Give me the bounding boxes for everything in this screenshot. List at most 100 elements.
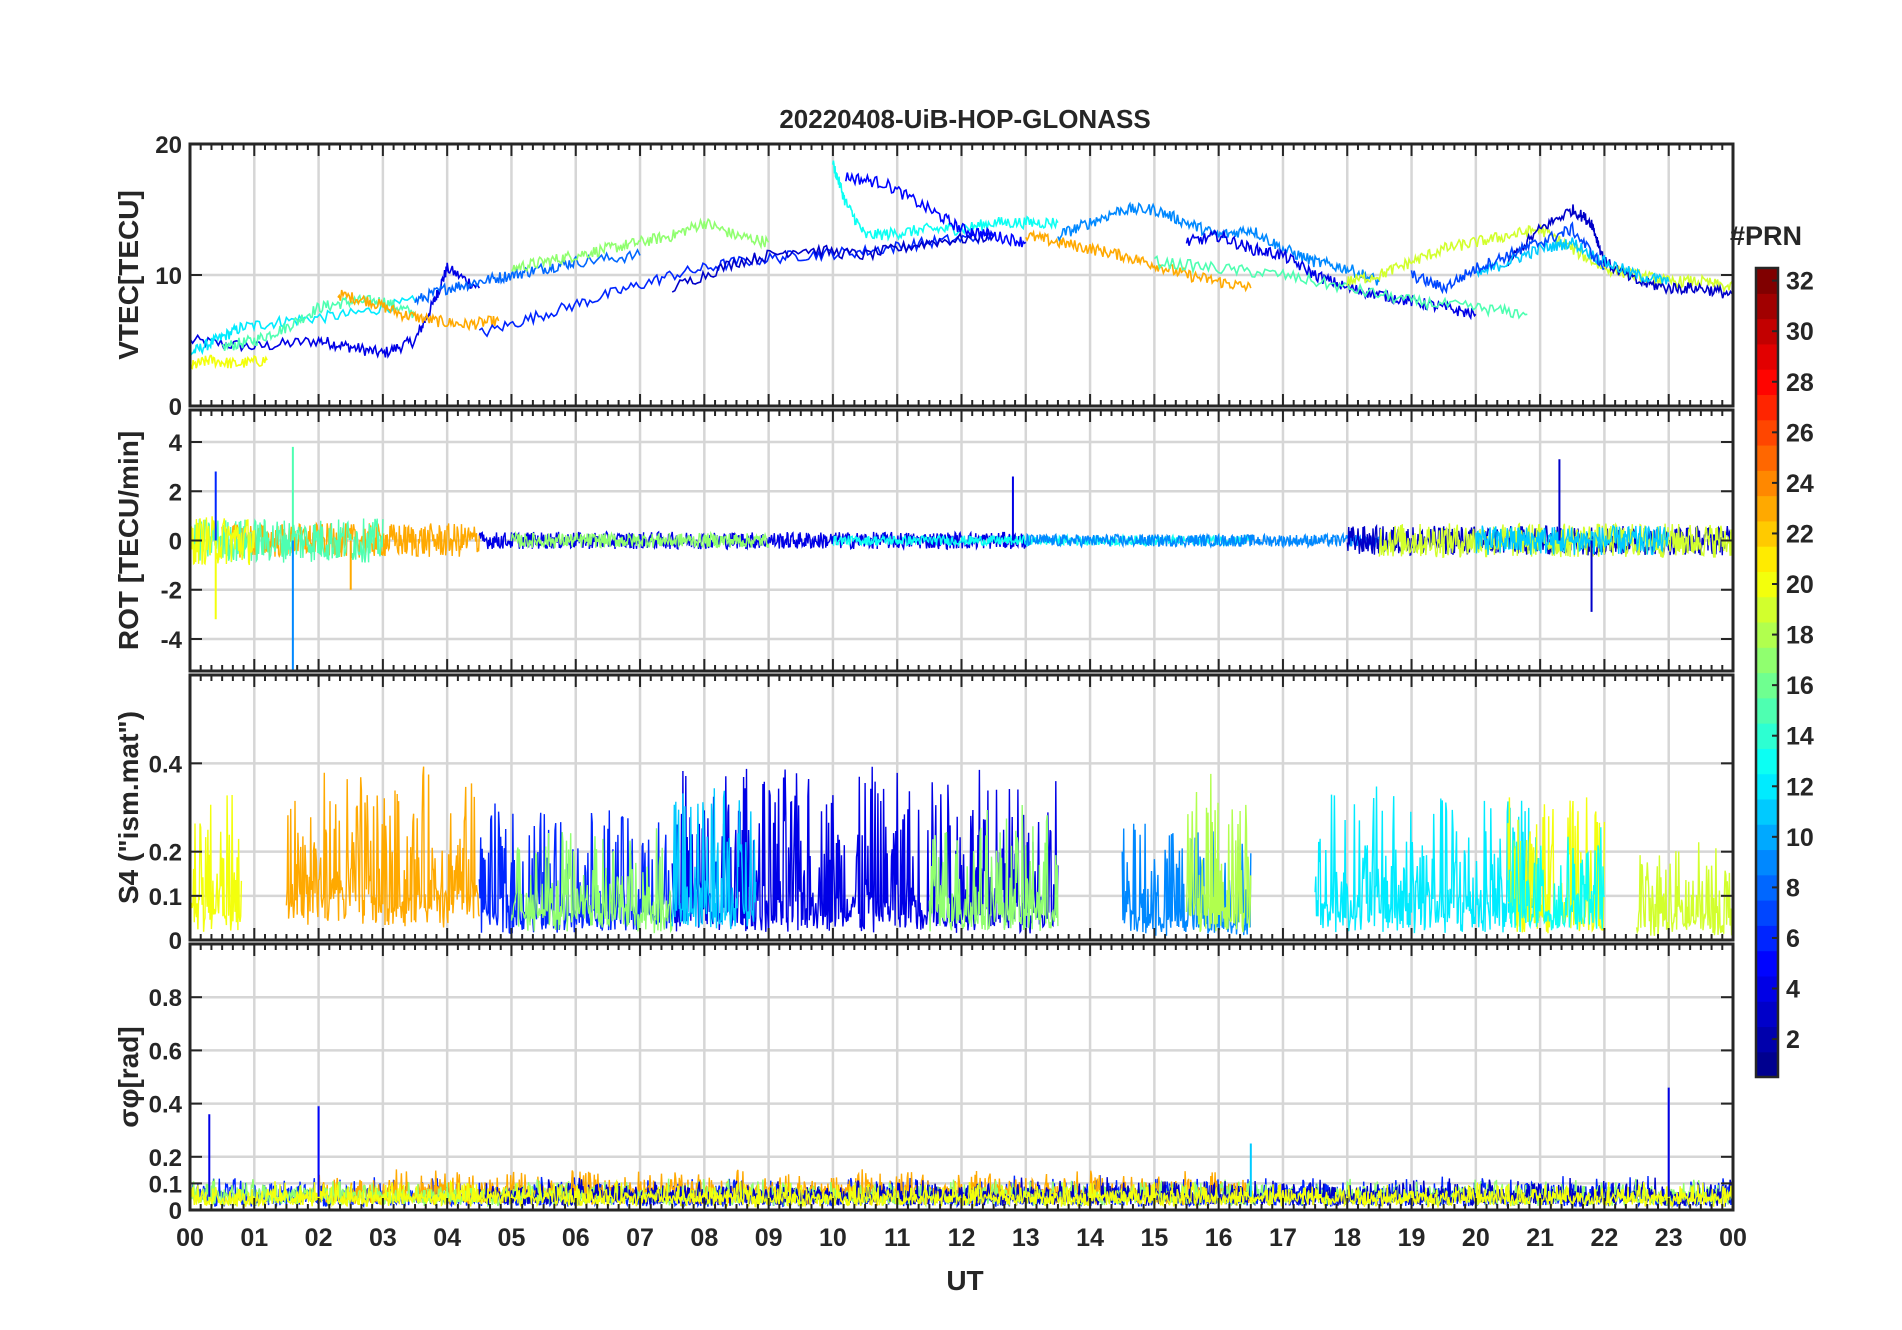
x-tick-label: 10 — [819, 1224, 847, 1252]
series-group-s4 — [190, 766, 1733, 936]
noise-trace-prn-18 — [1185, 773, 1252, 933]
colorbar-tick-label: 28 — [1786, 369, 1814, 397]
colorbar-tick-label: 12 — [1786, 773, 1814, 801]
colorbar-tick-label: 10 — [1786, 824, 1814, 852]
noise-trace-prn-11 — [671, 788, 757, 930]
colorbar-segment — [1756, 520, 1778, 547]
x-tick-label: 22 — [1591, 1224, 1619, 1252]
colorbar-segment — [1756, 268, 1778, 294]
x-tick-label: 02 — [305, 1224, 333, 1252]
noise-trace-prn-19 — [1378, 522, 1733, 559]
noise-trace-prn-13 — [1507, 827, 1606, 933]
series-line-prn-3 — [1507, 204, 1733, 299]
x-tick-label: 14 — [1076, 1224, 1104, 1252]
y-tick-label: 0.1 — [149, 1171, 182, 1198]
colorbar-segment — [1756, 748, 1778, 775]
y-tick-label: 0.1 — [149, 884, 182, 911]
colorbar-tick-label: 26 — [1786, 419, 1814, 447]
colorbar-segment — [1756, 647, 1778, 674]
y-tick-label: 0 — [169, 928, 182, 955]
colorbar-tick-label: 4 — [1786, 976, 1800, 1004]
colorbar-segment — [1756, 343, 1778, 370]
colorbar-tick-label: 32 — [1786, 268, 1814, 296]
y-axis-label-sigma_phi: σφ[rad] — [113, 1026, 144, 1127]
x-tick-label: 18 — [1333, 1224, 1361, 1252]
x-tick-label: 06 — [562, 1224, 590, 1252]
colorbar-tick-label: 24 — [1786, 470, 1814, 498]
x-tick-label: 09 — [755, 1224, 783, 1252]
colorbar-segment — [1756, 925, 1778, 952]
colorbar-segment — [1756, 950, 1778, 977]
series-line-prn-17 — [510, 217, 770, 273]
colorbar-tick-label: 22 — [1786, 520, 1814, 548]
y-axis-label-vtec: VTEC[TECU] — [113, 190, 144, 360]
x-tick-label: 05 — [498, 1224, 526, 1252]
colorbar-segment — [1756, 1001, 1778, 1028]
series-line-prn-20 — [190, 354, 268, 370]
colorbar-segment — [1756, 470, 1778, 497]
y-tick-label: 0.8 — [149, 985, 182, 1012]
colorbar-segment — [1756, 293, 1778, 320]
noise-trace-prn-11 — [1475, 524, 1670, 556]
colorbar-segment — [1756, 723, 1778, 749]
colorbar-segment — [1756, 697, 1778, 724]
series-line-prn-11 — [1475, 237, 1670, 285]
colorbar-segment — [1756, 824, 1778, 851]
y-tick-label: 0.6 — [149, 1038, 182, 1065]
colorbar-tick-label: 30 — [1786, 318, 1814, 346]
colorbar-title: #PRN — [1730, 221, 1802, 251]
colorbar-segment — [1756, 798, 1778, 825]
x-tick-label: 00 — [1719, 1224, 1747, 1252]
y-tick-label: -4 — [161, 627, 183, 654]
x-tick-label: 03 — [369, 1224, 397, 1252]
series-group-rot — [190, 446, 1733, 671]
y-tick-label: 0.2 — [149, 840, 182, 867]
colorbar-segment — [1756, 369, 1778, 396]
x-ticks-rot — [189, 410, 1734, 671]
x-tick-label: 08 — [690, 1224, 718, 1252]
x-tick-label: 20 — [1462, 1224, 1490, 1252]
y-tick-label: 4 — [169, 430, 183, 457]
noise-trace-prn-17 — [510, 828, 673, 934]
colorbar-segment — [1756, 571, 1778, 598]
colorbar-segment — [1756, 975, 1778, 1002]
x-ticks-s4 — [189, 675, 1734, 940]
series-line-prn-23 — [1025, 229, 1252, 293]
x-tick-label: 13 — [1012, 1224, 1040, 1252]
y-tick-label: 0 — [169, 394, 182, 421]
x-tick-label: 12 — [948, 1224, 976, 1252]
colorbar-segment — [1756, 495, 1778, 522]
panel-rot: -4 -2 0 2 4 ROT [TECU/min] — [113, 408, 1735, 673]
noise-trace-prn-19 — [1635, 842, 1733, 936]
series-line-prn-4 — [190, 262, 480, 359]
x-tick-label: 15 — [1140, 1224, 1168, 1252]
x-tick-label: 19 — [1398, 1224, 1426, 1252]
colorbar-segment — [1756, 444, 1778, 471]
series-line-prn-19 — [1346, 224, 1733, 295]
y-tick-label: 10 — [155, 263, 182, 290]
panel-s4: 0 0.1 0.2 0.4S4 ("ism.mat") — [113, 673, 1735, 955]
colorbar-tick-label: 14 — [1786, 723, 1814, 751]
colorbar-tick-label: 16 — [1786, 672, 1814, 700]
colorbar-segment — [1756, 849, 1778, 876]
colorbar-tick-label: 8 — [1786, 874, 1800, 902]
colorbar-segment — [1756, 900, 1778, 926]
colorbar-segment — [1756, 394, 1778, 421]
colorbar-segment — [1756, 596, 1778, 623]
noise-trace-prn-20 — [190, 516, 255, 566]
noise-trace-prn-12 — [1314, 786, 1541, 934]
y-tick-label: 0.2 — [149, 1145, 182, 1172]
noise-trace-prn-4 — [478, 530, 1027, 551]
colorbar-segment — [1756, 546, 1778, 572]
colorbar-segment — [1756, 1026, 1778, 1053]
grid-vtec — [190, 144, 1733, 406]
x-ticks-vtec — [189, 144, 1734, 406]
colorbar-segment — [1756, 621, 1778, 648]
colorbar-segment — [1756, 1051, 1778, 1078]
series-line-prn-12 — [190, 294, 416, 357]
x-tick-label: 23 — [1655, 1224, 1683, 1252]
colorbar-tick-label: 2 — [1786, 1026, 1800, 1054]
